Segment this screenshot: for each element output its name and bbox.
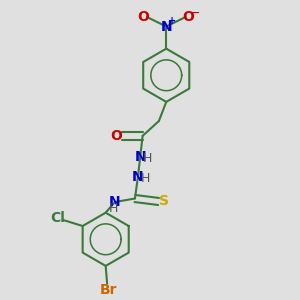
Text: Cl: Cl: [50, 211, 65, 225]
Text: Br: Br: [100, 283, 117, 297]
Text: N: N: [132, 170, 144, 184]
Text: S: S: [159, 194, 169, 208]
Text: N: N: [134, 149, 146, 164]
Text: N: N: [160, 20, 172, 34]
Text: O: O: [110, 129, 122, 143]
Text: H: H: [141, 172, 150, 185]
Text: N: N: [109, 195, 121, 209]
Text: O: O: [182, 10, 194, 24]
Text: O: O: [138, 10, 149, 24]
Text: +: +: [167, 16, 175, 26]
Text: H: H: [109, 202, 118, 215]
Text: −: −: [190, 7, 200, 20]
Text: H: H: [143, 152, 152, 164]
